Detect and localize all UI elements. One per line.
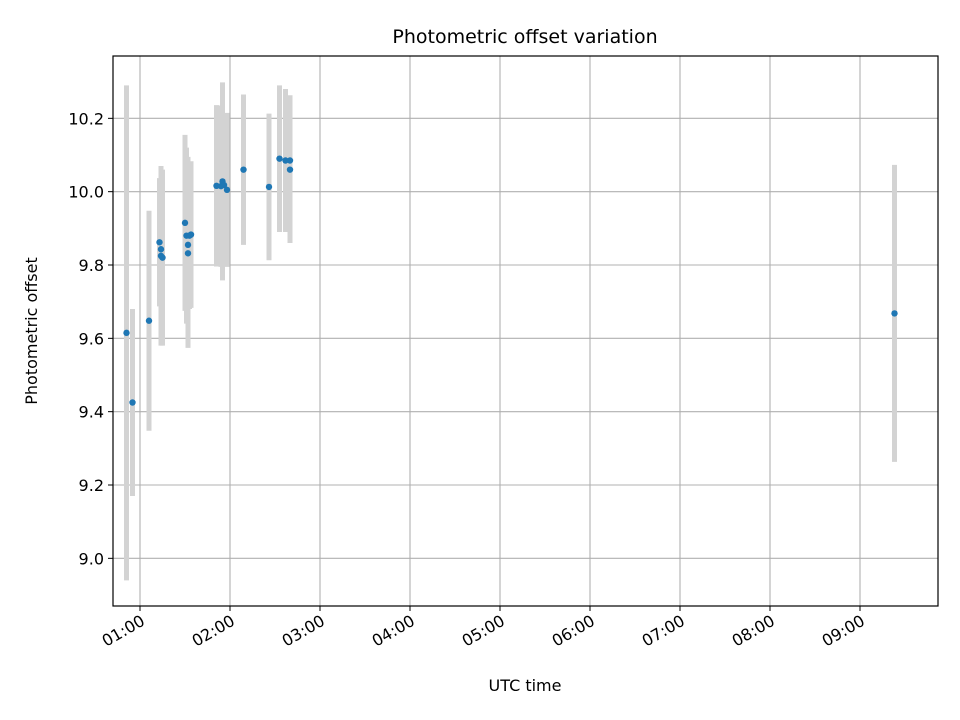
y-tick-label: 9.0 (79, 549, 104, 568)
x-tick-label: 09:00 (819, 611, 868, 651)
data-point-10 (184, 250, 192, 257)
x-tick-label: 01:00 (99, 611, 148, 651)
y-tick-label: 9.2 (79, 476, 104, 495)
plot-frame (112, 55, 939, 607)
data-point-17 (223, 186, 231, 194)
data-points (123, 155, 898, 406)
y-axis-title: Photometric offset (22, 257, 41, 405)
x-tick-label: 07:00 (639, 611, 688, 651)
x-tick-label: 05:00 (459, 611, 508, 651)
data-point-3 (156, 239, 163, 246)
data-point-6 (159, 254, 166, 261)
error-bars (124, 82, 897, 581)
data-point-4 (157, 246, 165, 253)
data-point-20 (276, 155, 283, 162)
data-point-23 (286, 166, 294, 173)
data-point-2 (145, 317, 153, 324)
data-point-18 (240, 166, 247, 173)
x-axis-ticks: 01:00 02:00 03:00 04:00 05:00 06:00 07:00 08:00… (99, 606, 868, 651)
x-tick-label: 03:00 (279, 611, 328, 651)
x-axis-title: UTC time (489, 676, 562, 695)
x-tick-label: 06:00 (549, 611, 598, 651)
data-point-12 (187, 231, 195, 238)
data-point-7 (181, 219, 189, 227)
data-point-0 (123, 329, 130, 337)
data-point-21 (282, 157, 289, 164)
data-point-24 (891, 310, 898, 317)
x-tick-label: 02:00 (189, 611, 238, 651)
y-tick-label: 10.0 (68, 183, 104, 202)
data-point-16 (220, 181, 228, 189)
y-axis-ticks: 9.0 9.2 9.4 9.6 9.8 10.0 10.2 (68, 109, 113, 568)
x-tick-label: 04:00 (369, 611, 418, 651)
data-point-22 (286, 157, 294, 164)
y-tick-label: 9.6 (79, 329, 104, 348)
y-tick-label: 10.2 (68, 109, 104, 128)
data-point-19 (265, 183, 273, 191)
x-tick-label: 08:00 (729, 611, 778, 651)
data-point-1 (129, 399, 136, 406)
data-point-9 (184, 241, 192, 249)
y-tick-label: 9.4 (79, 403, 104, 422)
y-tick-label: 9.8 (79, 256, 104, 275)
grid-lines (113, 56, 938, 606)
chart-title: Photometric offset variation (392, 26, 657, 48)
